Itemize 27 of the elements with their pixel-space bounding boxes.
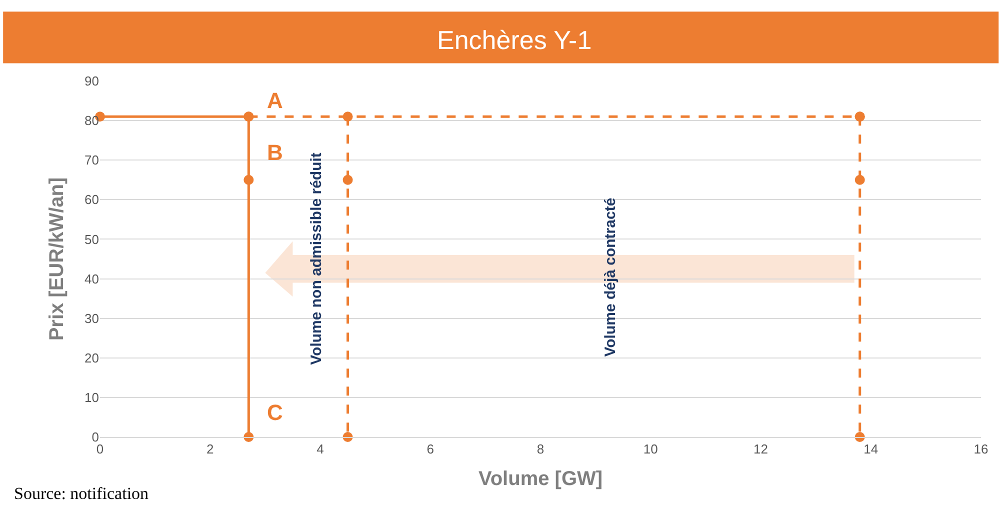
source-note: Source: notification — [14, 484, 150, 503]
y-tick-label: 30 — [84, 310, 99, 326]
y-tick-label: 50 — [84, 232, 99, 247]
y-tick-label: 40 — [84, 271, 99, 286]
annotation: A — [267, 88, 283, 113]
x-tick-label: 16 — [974, 442, 988, 457]
annotation: B — [267, 140, 283, 165]
y-tick-label: 90 — [84, 74, 99, 89]
y-tick-label: 20 — [84, 350, 99, 366]
x-tick-label: 2 — [206, 442, 214, 457]
x-tick-label: 10 — [643, 442, 658, 457]
annotation: Volume non admissible réduit — [308, 152, 325, 365]
annotation: Volume déjà contracté — [602, 198, 620, 357]
annotation: C — [267, 400, 283, 425]
y-tick-label: 70 — [84, 152, 99, 168]
x-axis-title: Volume [GW] — [478, 468, 603, 490]
y-axis-title: Prix [EUR/kW/an] — [46, 177, 68, 341]
x-tick-label: 12 — [754, 442, 768, 457]
x-tick-label: 4 — [316, 442, 324, 457]
chart-title: Enchères Y-1 — [437, 25, 592, 55]
y-tick-label: 80 — [84, 113, 99, 128]
y-tick-label: 0 — [92, 430, 99, 445]
x-tick-label: 6 — [426, 442, 434, 457]
x-tick-label: 14 — [864, 442, 878, 457]
x-tick-label: 8 — [536, 442, 544, 457]
y-tick-label: 60 — [84, 192, 99, 208]
y-tick-label: 10 — [84, 390, 99, 405]
